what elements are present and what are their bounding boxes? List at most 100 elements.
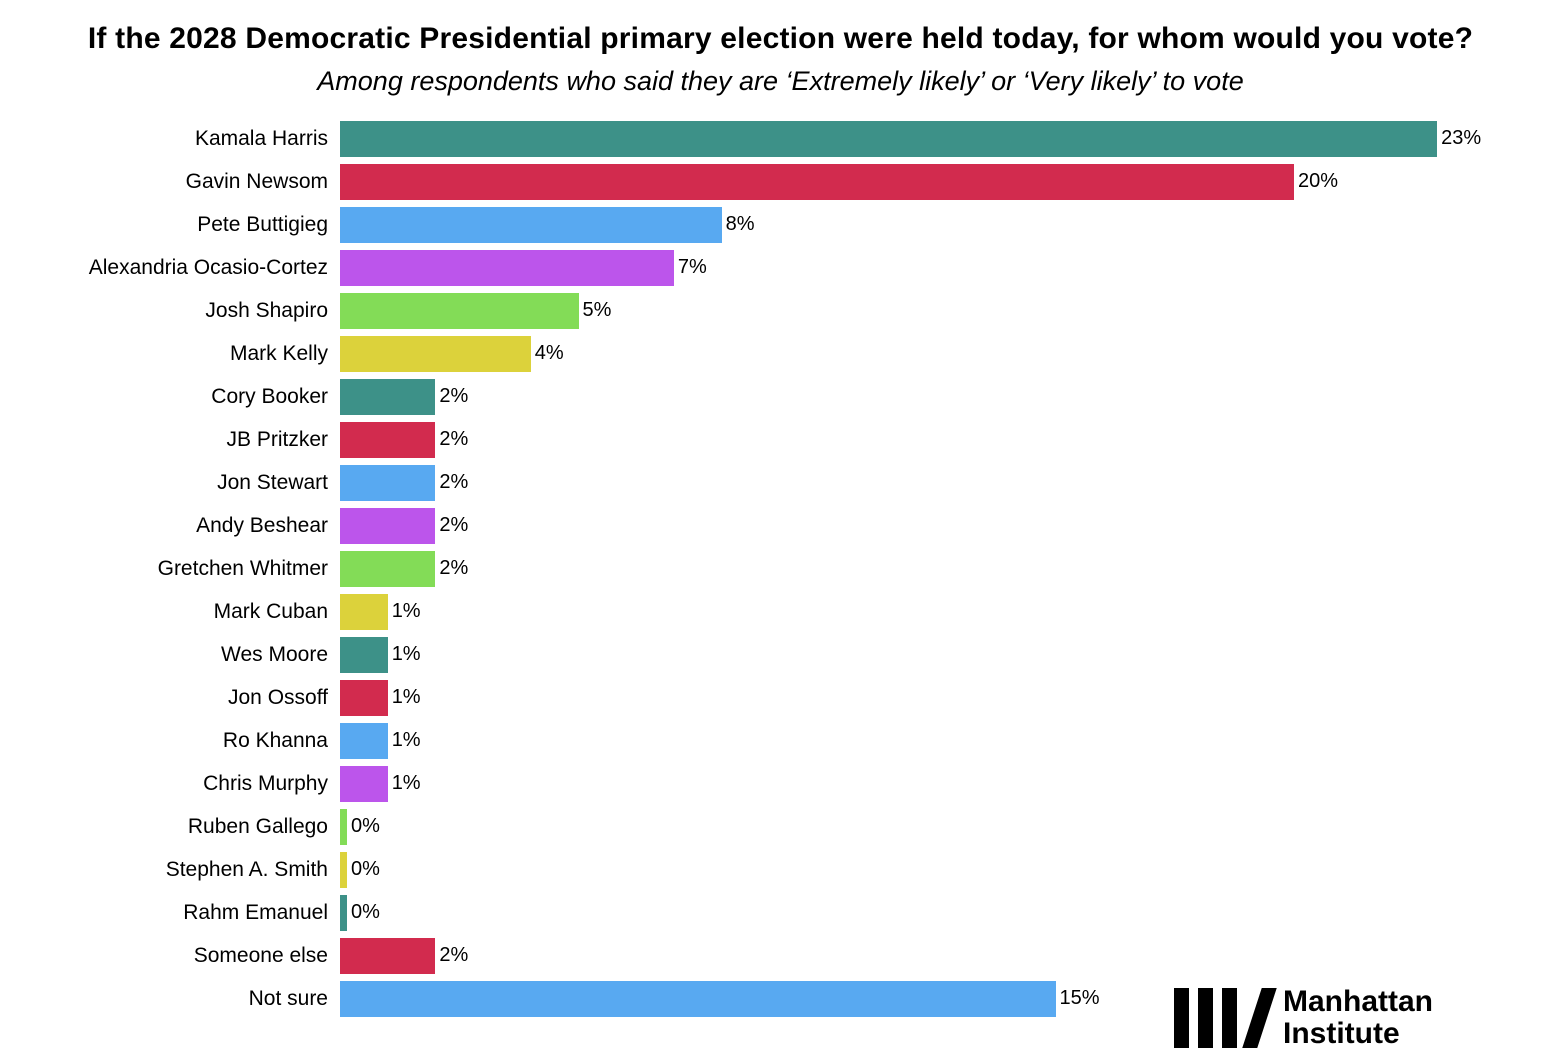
value-label: 0%: [351, 901, 380, 923]
bar-track: 1%: [340, 765, 1561, 802]
value-label: 1%: [391, 600, 421, 622]
bar-someone-else: [340, 937, 436, 974]
bar-row: Ro Khanna 1%: [10, 719, 1561, 762]
bar-gretchen-whitmer: [340, 550, 436, 587]
category-label: Cory Booker: [211, 384, 328, 408]
bar-track: 1%: [340, 636, 1561, 673]
value-label: 2%: [439, 944, 469, 966]
value-label: 2%: [439, 514, 469, 536]
logo-text-line1: Manhattan: [1283, 984, 1433, 1018]
value-label: 2%: [439, 385, 469, 407]
logo-text-line2: Institute: [1283, 1016, 1400, 1050]
logo-bar-icon: [1222, 987, 1237, 1048]
bar-pete-buttigieg: [340, 206, 722, 243]
bar-track: 0%: [340, 808, 1561, 845]
bar-chart: Kamala Harris 23% Gavin Newsom 20% Pete Butt…: [0, 117, 1561, 1020]
bar-track: 23%: [340, 120, 1561, 157]
category-label: Mark Cuban: [213, 599, 328, 623]
category-label: Andy Beshear: [196, 513, 328, 537]
category-label: Pete Buttigieg: [197, 212, 328, 236]
category-label: Alexandria Ocasio-Cortez: [88, 255, 328, 279]
category-label: Jon Stewart: [217, 470, 328, 494]
bar-row: Stephen A. Smith 0%: [10, 848, 1561, 891]
manhattan-institute-logo-icon: [1174, 987, 1277, 1048]
bar-kamala-harris: [340, 120, 1438, 157]
bar-row: Jon Ossoff 1%: [10, 676, 1561, 719]
logo-bar-icon: [1174, 987, 1189, 1048]
chart-subtitle: Among respondents who said they are ‘Ext…: [317, 66, 1244, 96]
logo-slash-icon: [1242, 987, 1277, 1048]
bar-alexandria-ocasio-cortez: [340, 249, 674, 286]
bar-row: Chris Murphy 1%: [10, 762, 1561, 805]
bar-mark-kelly: [340, 335, 531, 372]
category-label: Chris Murphy: [203, 771, 328, 795]
category-label: Ro Khanna: [222, 728, 328, 752]
bar-rahm-emanuel: [340, 894, 347, 931]
bar-row: Kamala Harris 23%: [10, 117, 1561, 160]
bar-chris-murphy: [340, 765, 388, 802]
bar-track: 0%: [340, 851, 1561, 888]
bar-andy-beshear: [340, 507, 436, 544]
value-label: 2%: [439, 557, 469, 579]
bar-row: Pete Buttigieg 8%: [10, 203, 1561, 246]
bar-row: Cory Booker 2%: [10, 375, 1561, 418]
value-label: 1%: [391, 772, 421, 794]
bar-track: 2%: [340, 507, 1561, 544]
value-label: 5%: [582, 299, 612, 321]
value-label: 2%: [439, 428, 469, 450]
bar-track: 2%: [340, 464, 1561, 501]
bar-josh-shapiro: [340, 292, 579, 329]
category-label: Mark Kelly: [229, 341, 328, 365]
category-label: Kamala Harris: [194, 126, 328, 150]
bar-track: 8%: [340, 206, 1561, 243]
bar-jb-pritzker: [340, 421, 436, 458]
bar-track: 2%: [340, 421, 1561, 458]
category-label: Wes Moore: [221, 642, 328, 666]
category-label: Gavin Newsom: [185, 169, 328, 193]
bar-gavin-newsom: [340, 163, 1294, 200]
value-label: 7%: [677, 256, 707, 278]
chart-title: If the 2028 Democratic Presidential prim…: [87, 22, 1474, 55]
bar-track: 1%: [340, 722, 1561, 759]
bar-track: 2%: [340, 937, 1561, 974]
bar-track: 1%: [340, 593, 1561, 630]
category-label: Rahm Emanuel: [183, 900, 328, 924]
bar-row: Mark Kelly 4%: [10, 332, 1561, 375]
bar-stephen-a-smith: [340, 851, 347, 888]
bar-row: Someone else 2%: [10, 934, 1561, 977]
bar-row: Gavin Newsom 20%: [10, 160, 1561, 203]
bar-track: 2%: [340, 378, 1561, 415]
bar-track: 5%: [340, 292, 1561, 329]
bar-not-sure: [340, 980, 1056, 1017]
value-label: 1%: [391, 643, 421, 665]
bar-wes-moore: [340, 636, 388, 673]
bar-cory-booker: [340, 378, 436, 415]
bar-row: Mark Cuban 1%: [10, 590, 1561, 633]
value-label: 2%: [439, 471, 469, 493]
bar-track: 20%: [340, 163, 1561, 200]
category-label: Stephen A. Smith: [165, 857, 328, 881]
category-label: Ruben Gallego: [187, 814, 328, 838]
bar-row: Ruben Gallego 0%: [10, 805, 1561, 848]
bar-ro-khanna: [340, 722, 388, 759]
bar-track: 7%: [340, 249, 1561, 286]
value-label: 23%: [1441, 127, 1482, 149]
bar-row: Rahm Emanuel 0%: [10, 891, 1561, 934]
bar-ruben-gallego: [340, 808, 347, 845]
category-label: Someone else: [193, 943, 328, 967]
value-label: 4%: [534, 342, 564, 364]
bar-mark-cuban: [340, 593, 388, 630]
value-label: 1%: [391, 729, 421, 751]
value-label: 15%: [1059, 987, 1100, 1009]
value-label: 20%: [1298, 170, 1339, 192]
logo-bar-icon: [1198, 987, 1213, 1048]
bar-track: 2%: [340, 550, 1561, 587]
category-label: Gretchen Whitmer: [157, 556, 328, 580]
bar-row: Gretchen Whitmer 2%: [10, 547, 1561, 590]
category-label: Jon Ossoff: [228, 685, 328, 709]
value-label: 0%: [351, 858, 380, 880]
bar-track: 4%: [340, 335, 1561, 372]
bar-track: 15%: [340, 980, 1561, 1017]
bar-row: Alexandria Ocasio-Cortez 7%: [10, 246, 1561, 289]
bar-track: 0%: [340, 894, 1561, 931]
